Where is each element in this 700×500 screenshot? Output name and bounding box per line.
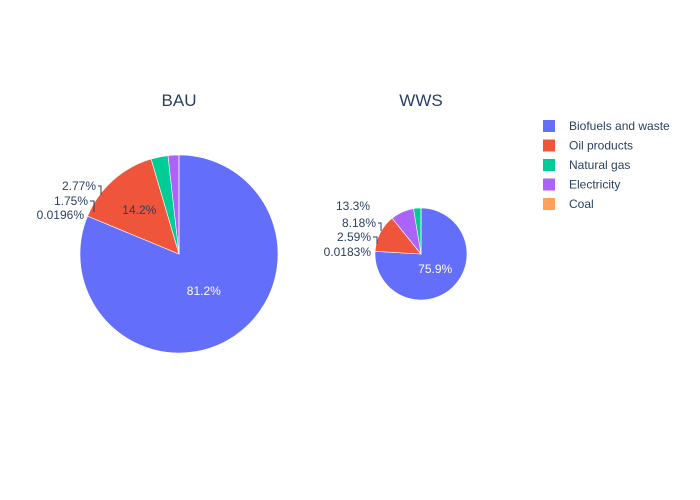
label-wws-biofuels-and-waste: 75.9% [418, 262, 452, 276]
leader-wws-natural-gas [373, 236, 378, 244]
label-bau-coal: 0.0196% [37, 208, 85, 222]
leader-wws-electricity [378, 222, 382, 231]
label-bau-biofuels-and-waste: 81.2% [187, 284, 221, 298]
label-wws-oil-products: 13.3% [336, 199, 370, 213]
leader-bau-electricity [90, 200, 95, 212]
legend-label-electricity: Electricity [569, 178, 620, 192]
label-bau-oil-products: 14.2% [122, 203, 156, 217]
label-bau-natural-gas: 2.77% [62, 179, 96, 193]
pie-wws: WWS 75.9% 13.3% 8.18%2.59%0.0183% [324, 91, 468, 301]
legend: Biofuels and waste Oil products Natural ga… [543, 119, 670, 211]
label-wws-natural-gas: 2.59% [337, 230, 371, 244]
pies-layer: BAU 81.2% 14.2% 2.77%1.75%0.0196% WWS 75.9% 13… [37, 91, 468, 354]
legend-label-biofuels-and-waste: Biofuels and waste [569, 119, 670, 133]
legend-item-electricity[interactable]: Electricity [543, 178, 620, 192]
label-wws-electricity: 8.18% [342, 216, 376, 230]
legend-swatch-natural-gas [543, 159, 555, 171]
label-bau-electricity: 1.75% [54, 194, 88, 208]
legend-item-oil-products[interactable]: Oil products [543, 139, 633, 153]
leader-bau-natural-gas [98, 185, 102, 195]
legend-label-coal: Coal [569, 197, 594, 211]
legend-swatch-oil-products [543, 139, 555, 152]
pie-bau: BAU 81.2% 14.2% 2.77%1.75%0.0196% [37, 91, 279, 354]
legend-label-natural-gas: Natural gas [569, 158, 630, 172]
pie-title-wws: WWS [399, 91, 442, 110]
legend-swatch-electricity [543, 178, 555, 191]
label-wws-coal: 0.0183% [324, 245, 372, 259]
pie-title-bau: BAU [162, 91, 197, 110]
legend-label-oil-products: Oil products [569, 139, 633, 153]
legend-item-natural-gas[interactable]: Natural gas [543, 158, 630, 172]
legend-item-biofuels-and-waste[interactable]: Biofuels and waste [543, 119, 670, 133]
legend-swatch-coal [543, 198, 555, 210]
slice-bau-oil-products[interactable] [87, 158, 180, 255]
legend-swatch-biofuels-and-waste [543, 120, 555, 132]
legend-item-coal[interactable]: Coal [543, 197, 594, 211]
